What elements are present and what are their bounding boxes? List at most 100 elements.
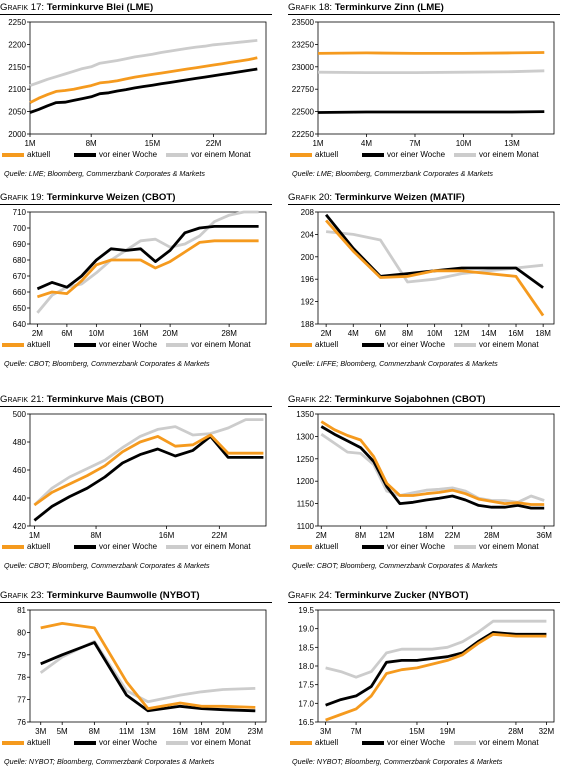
- y-tick-label: 690: [13, 240, 27, 249]
- chart-legend: aktuell vor einer Woche vor einem Monat: [290, 340, 558, 352]
- chart-title: Grafik 23: Terminkurve Baumwolle (NYBOT): [0, 590, 200, 601]
- x-tick-label: 8M: [402, 329, 413, 338]
- legend-label: aktuell: [27, 738, 51, 747]
- series-line-aktuell: [40, 621, 256, 710]
- x-tick-label: 2M: [321, 329, 332, 338]
- chart-title-text: Terminkurve Blei (LME): [46, 2, 154, 13]
- x-tick-label: 6M: [375, 329, 386, 338]
- plot-frame: [29, 413, 267, 527]
- y-tick-label: 188: [301, 320, 315, 329]
- x-tick-label: 12M: [379, 531, 395, 540]
- x-tick-label: 3M: [320, 727, 331, 736]
- chart-legend: aktuell vor einer Woche vor einem Monat: [290, 150, 558, 162]
- y-tick-label: 670: [13, 272, 27, 281]
- legend-item: aktuell: [2, 542, 50, 551]
- x-tick-label: 22M: [445, 531, 461, 540]
- legend-label: vor einem Monat: [479, 150, 539, 159]
- chart-source: Quelle: LME; Bloomberg, Commerzbank Corp…: [4, 169, 205, 178]
- legend-label: vor einer Woche: [387, 340, 446, 349]
- title-rule: [288, 204, 560, 205]
- legend-item: aktuell: [290, 542, 338, 551]
- plot-frame: [29, 211, 267, 325]
- x-tick-label: 4M: [361, 139, 372, 148]
- y-tick-label: 204: [301, 230, 315, 239]
- legend-label: vor einem Monat: [479, 340, 539, 349]
- legend-label: vor einer Woche: [387, 738, 446, 747]
- chart-panel-g20: Grafik 20: Terminkurve Weizen (MATIF) 188…: [288, 192, 560, 372]
- y-tick-label: 2000: [8, 130, 26, 139]
- chart-panel-g18: Grafik 18: Terminkurve Zinn (LME) 22250 22…: [288, 2, 560, 182]
- legend-swatch: [74, 544, 96, 549]
- legend-swatch: [454, 342, 476, 347]
- chart-legend: aktuell vor einer Woche vor einem Monat: [2, 150, 270, 162]
- y-tick-label: 208: [301, 208, 315, 217]
- x-tick-label: 32M: [539, 727, 555, 736]
- legend-item: vor einem Monat: [454, 340, 539, 349]
- chart-title-text: Terminkurve Zucker (NYBOT): [334, 590, 469, 601]
- plot-frame: [317, 211, 555, 325]
- legend-item: vor einem Monat: [166, 150, 251, 159]
- legend-label: aktuell: [315, 738, 339, 747]
- y-tick-label: 480: [13, 438, 27, 447]
- legend-swatch: [2, 740, 24, 745]
- x-tick-label: 8M: [355, 531, 366, 540]
- chart-plot: 188 192 196 200 204 208 2M 4M 6M 8M 10M 12M 14M 16M 18…: [301, 208, 555, 338]
- chart-title: Grafik 17: Terminkurve Blei (LME): [0, 2, 153, 13]
- y-tick-label: 710: [13, 208, 27, 217]
- chart-panel-g21: Grafik 21: Terminkurve Mais (CBOT) 420 440…: [0, 394, 272, 574]
- y-tick-label: 23000: [292, 63, 315, 72]
- y-tick-label: 77: [17, 696, 26, 705]
- y-tick-label: 79: [17, 651, 26, 660]
- chart-legend: aktuell vor einer Woche vor einem Monat: [2, 738, 270, 750]
- title-rule: [0, 14, 272, 15]
- y-tick-label: 196: [301, 275, 315, 284]
- y-tick-label: 16.5: [298, 718, 314, 727]
- chart-panel-g17: Grafik 17: Terminkurve Blei (LME) 2000 205…: [0, 2, 272, 182]
- legend-item: vor einer Woche: [74, 542, 157, 551]
- x-tick-label: 3M: [35, 727, 46, 736]
- chart-title-prefix: Grafik 22:: [288, 394, 335, 405]
- x-tick-label: 13M: [140, 727, 156, 736]
- legend-item: vor einem Monat: [166, 738, 251, 747]
- legend-swatch: [166, 544, 188, 549]
- x-tick-label: 23M: [247, 727, 263, 736]
- x-tick-label: 20M: [215, 727, 231, 736]
- legend-label: vor einem Monat: [191, 738, 251, 747]
- legend-label: vor einer Woche: [99, 150, 158, 159]
- x-tick-label: 28M: [508, 727, 524, 736]
- legend-label: vor einer Woche: [99, 738, 158, 747]
- y-tick-label: 18.0: [298, 662, 314, 671]
- series-line-woche: [325, 630, 547, 707]
- series-line-aktuell: [325, 632, 547, 722]
- plot-frame: [317, 609, 555, 723]
- legend-label: vor einer Woche: [99, 542, 158, 551]
- chart-plot: 640 650 660 670 680 690 700 710 2M 6M 10M 16M 20M 28M: [13, 208, 267, 338]
- x-tick-label: 22M: [206, 139, 222, 148]
- legend-item: vor einem Monat: [454, 542, 539, 551]
- legend-swatch: [290, 152, 312, 157]
- x-tick-label: 12M: [454, 329, 470, 338]
- x-tick-label: 16M: [508, 329, 524, 338]
- series-line-aktuell: [325, 219, 545, 317]
- chart-source: Quelle: NYBOT; Bloomberg, Commerzbank Co…: [4, 757, 215, 766]
- y-tick-label: 2100: [8, 85, 26, 94]
- y-tick-label: 1250: [296, 455, 314, 464]
- chart-panel-g24: Grafik 24: Terminkurve Zucker (NYBOT) 16.…: [288, 590, 560, 770]
- chart-title-text: Terminkurve Weizen (MATIF): [334, 192, 465, 203]
- series-line-aktuell: [320, 420, 545, 506]
- x-tick-label: 2M: [32, 329, 43, 338]
- chart-title-prefix: Grafik 19:: [0, 192, 47, 203]
- y-tick-label: 78: [17, 673, 26, 682]
- series-line-monat: [317, 69, 545, 74]
- chart-title-text: Terminkurve Zinn (LME): [334, 2, 444, 13]
- legend-swatch: [2, 152, 24, 157]
- legend-item: vor einer Woche: [74, 340, 157, 349]
- y-tick-label: 17.0: [298, 699, 314, 708]
- legend-swatch: [362, 152, 384, 157]
- x-tick-label: 8M: [90, 531, 101, 540]
- x-tick-label: 16M: [133, 329, 149, 338]
- legend-label: vor einem Monat: [479, 542, 539, 551]
- x-tick-label: 8M: [86, 139, 97, 148]
- y-tick-label: 2050: [8, 108, 26, 117]
- legend-item: vor einem Monat: [166, 542, 251, 551]
